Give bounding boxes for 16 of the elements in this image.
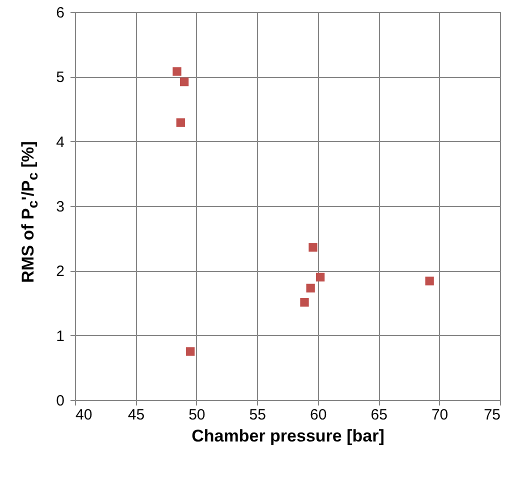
y-tick-label: 3	[56, 198, 64, 216]
x-axis-title: Chamber pressure [bar]	[192, 426, 384, 446]
x-tick-label: 70	[431, 406, 448, 424]
y-tick-label: 0	[56, 392, 64, 410]
x-tick-label: 40	[76, 406, 92, 424]
x-tick-label: 75	[484, 406, 500, 424]
y-tick-label: 5	[56, 69, 64, 86]
y-tick-label: 4	[56, 134, 64, 151]
y-tick-label: 6	[56, 4, 64, 22]
x-tick-label: 55	[249, 406, 266, 424]
x-tick-label: 60	[310, 406, 327, 424]
y-tick-label: 2	[56, 263, 64, 280]
x-tick-label: 65	[370, 406, 388, 424]
x-tick-label: 45	[128, 406, 145, 424]
x-tick-label: 50	[188, 406, 206, 424]
y-tick-label: 1	[56, 328, 64, 345]
